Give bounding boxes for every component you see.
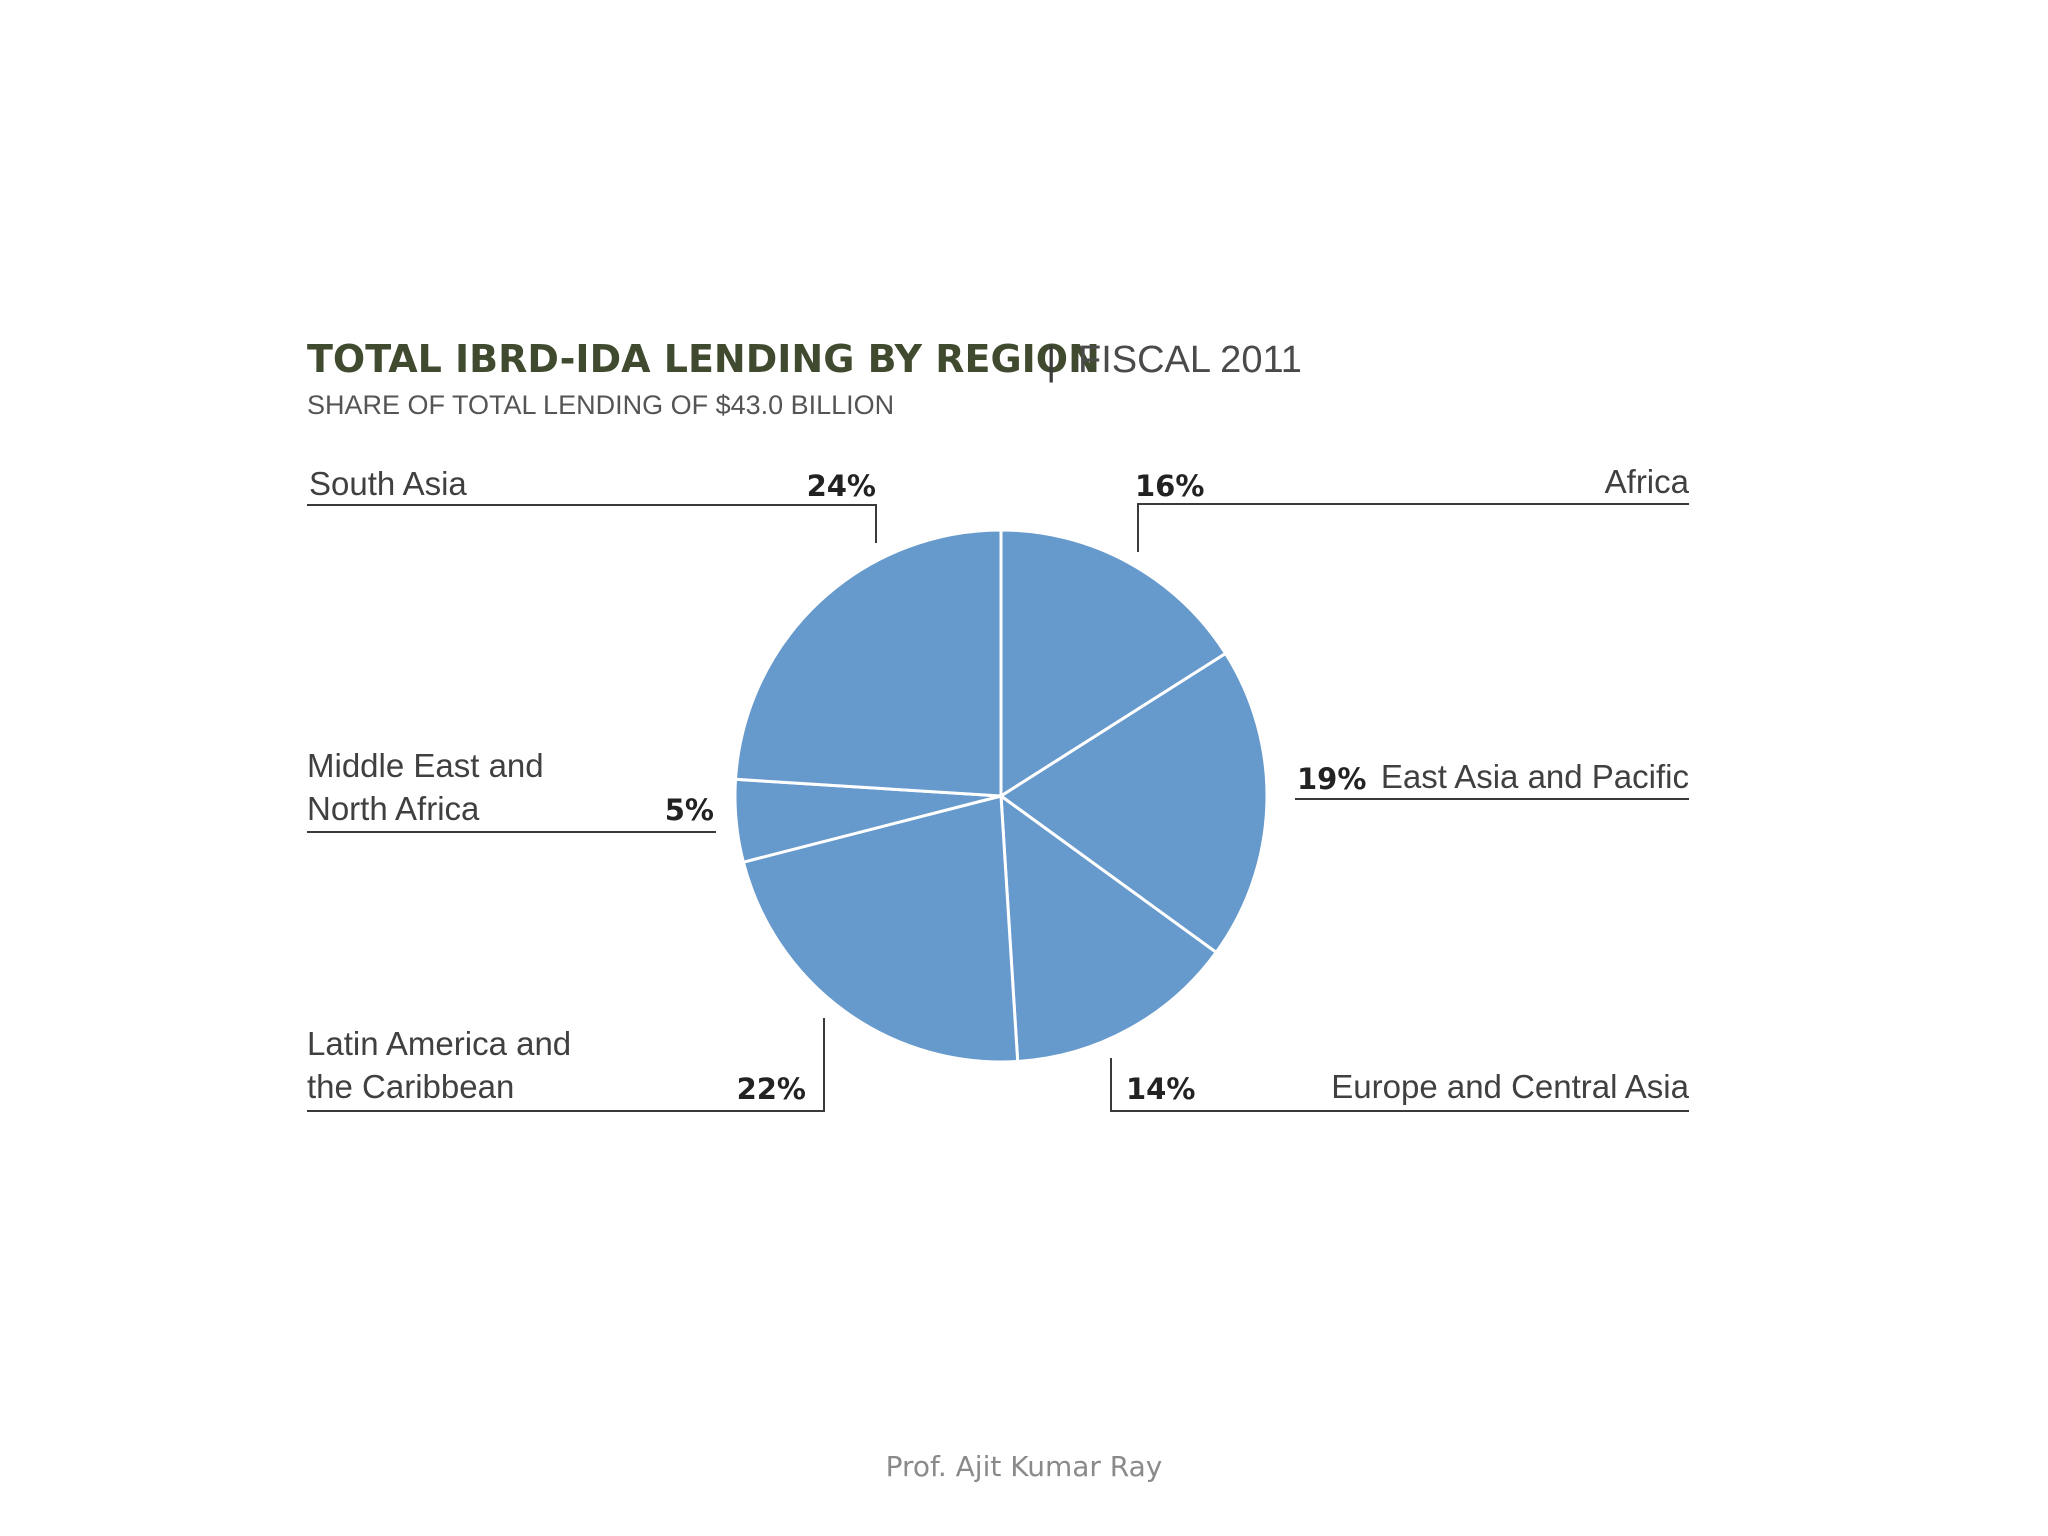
pie-slice-latin-america-and-the-caribbean <box>741 794 1020 1064</box>
chart-title-fiscal: FISCAL 2011 <box>1078 339 1302 381</box>
slice-value-east-asia-pacific: 19% <box>1297 762 1366 796</box>
slice-label-latin-america-line2: the Caribbean <box>307 1068 514 1105</box>
slice-label-east-asia-pacific: East Asia and Pacific <box>1381 758 1689 795</box>
leader-africa <box>1137 503 1689 552</box>
leader-europe-central-asia <box>1110 1058 1689 1112</box>
leader-south-asia <box>307 504 877 543</box>
title-separator: | <box>1046 339 1056 383</box>
slice-label-latin-america-line1: Latin America and <box>307 1025 571 1062</box>
footer-credit: Prof. Ajit Kumar Ray <box>885 1450 1163 1483</box>
slice-label-europe-central-asia: Europe and Central Asia <box>1331 1068 1689 1105</box>
slice-value-south-asia: 24% <box>807 469 876 503</box>
pie-slice-africa <box>999 528 1228 799</box>
slice-value-africa: 16% <box>1135 469 1204 503</box>
slice-value-middle-east: 5% <box>665 793 714 827</box>
chart-subtitle: SHARE OF TOTAL LENDING OF $43.0 BILLION <box>307 390 894 420</box>
slice-label-middle-east-line2: North Africa <box>307 790 480 827</box>
chart-title: TOTAL IBRD-IDA LENDING BY REGION <box>307 337 1100 381</box>
pie-slice-europe-and-central-asia <box>999 792 1219 1064</box>
slice-value-europe-central-asia: 14% <box>1126 1072 1195 1106</box>
leader-latin-america <box>307 1018 825 1112</box>
pie-slice-east-asia-and-pacific <box>998 651 1269 955</box>
slice-label-africa: Africa <box>1605 463 1690 500</box>
slice-label-south-asia: South Asia <box>309 465 467 502</box>
pie-slices <box>733 528 1269 1064</box>
slice-value-latin-america: 22% <box>737 1072 806 1106</box>
pie-slice-south-asia <box>733 528 1003 798</box>
slice-label-middle-east-line1: Middle East and <box>307 747 544 784</box>
